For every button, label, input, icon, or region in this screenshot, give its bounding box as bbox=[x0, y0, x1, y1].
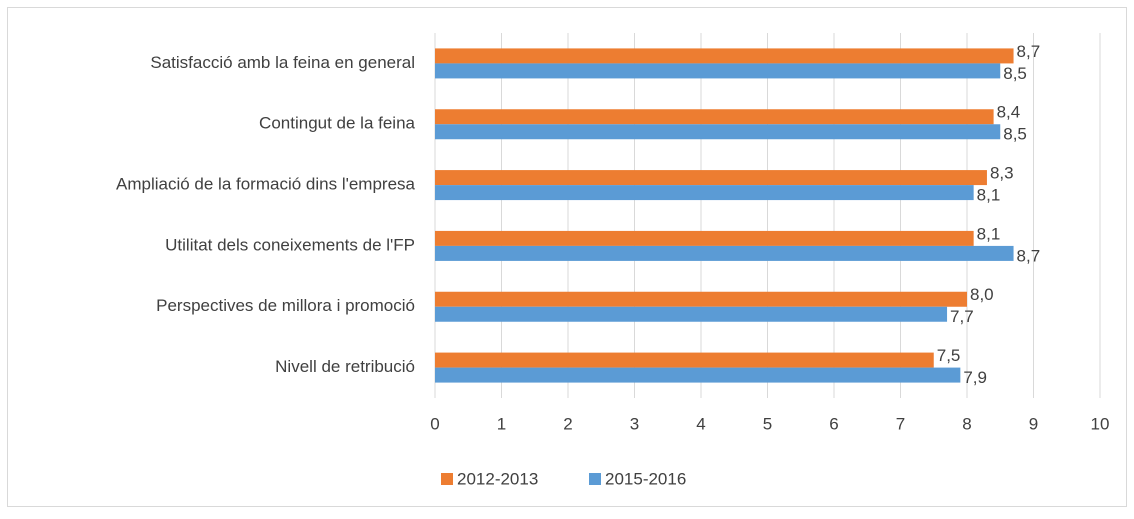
x-tick-label: 9 bbox=[1029, 414, 1038, 433]
data-label: 7,7 bbox=[950, 307, 974, 326]
bar bbox=[435, 291, 967, 307]
data-label: 7,5 bbox=[937, 346, 961, 365]
bar bbox=[435, 352, 934, 368]
bar bbox=[435, 230, 974, 246]
y-tick-label: Perspectives de millora i promoció bbox=[156, 296, 415, 315]
data-label: 7,9 bbox=[963, 368, 987, 387]
bar bbox=[435, 245, 1014, 261]
data-label: 8,4 bbox=[997, 103, 1021, 122]
data-label: 8,7 bbox=[1017, 246, 1041, 265]
y-tick-label: Ampliació de la formació dins l'empresa bbox=[116, 175, 416, 194]
legend-swatch bbox=[589, 473, 601, 485]
x-tick-label: 5 bbox=[763, 414, 772, 433]
x-tick-label: 8 bbox=[962, 414, 971, 433]
data-label: 8,5 bbox=[1003, 64, 1027, 83]
bar bbox=[435, 367, 961, 383]
legend-swatch bbox=[441, 473, 453, 485]
x-tick-label: 3 bbox=[630, 414, 639, 433]
y-tick-label: Satisfacció amb la feina en general bbox=[150, 53, 415, 72]
data-label: 8,7 bbox=[1017, 42, 1041, 61]
bar bbox=[435, 306, 948, 322]
y-tick-label: Contingut de la feina bbox=[259, 114, 415, 133]
bar bbox=[435, 48, 1014, 64]
bar bbox=[435, 124, 1001, 140]
y-tick-label: Utilitat dels coneixements de l'FP bbox=[165, 235, 415, 254]
x-tick-label: 4 bbox=[696, 414, 705, 433]
x-tick-label: 6 bbox=[829, 414, 838, 433]
data-label: 8,1 bbox=[977, 224, 1001, 243]
bar bbox=[435, 170, 987, 186]
y-tick-label: Nivell de retribució bbox=[275, 357, 415, 376]
x-tick-label: 2 bbox=[563, 414, 572, 433]
data-label: 8,5 bbox=[1003, 125, 1027, 144]
bar bbox=[435, 63, 1001, 79]
data-label: 8,1 bbox=[977, 186, 1001, 205]
x-tick-label: 10 bbox=[1091, 414, 1110, 433]
bar bbox=[435, 185, 974, 201]
data-label: 8,0 bbox=[970, 285, 994, 304]
bar bbox=[435, 109, 994, 125]
x-tick-label: 7 bbox=[896, 414, 905, 433]
legend-label: 2012-2013 bbox=[457, 469, 538, 488]
data-label: 8,3 bbox=[990, 164, 1014, 183]
x-tick-label: 0 bbox=[430, 414, 439, 433]
x-tick-label: 1 bbox=[497, 414, 506, 433]
legend-label: 2015-2016 bbox=[605, 469, 686, 488]
